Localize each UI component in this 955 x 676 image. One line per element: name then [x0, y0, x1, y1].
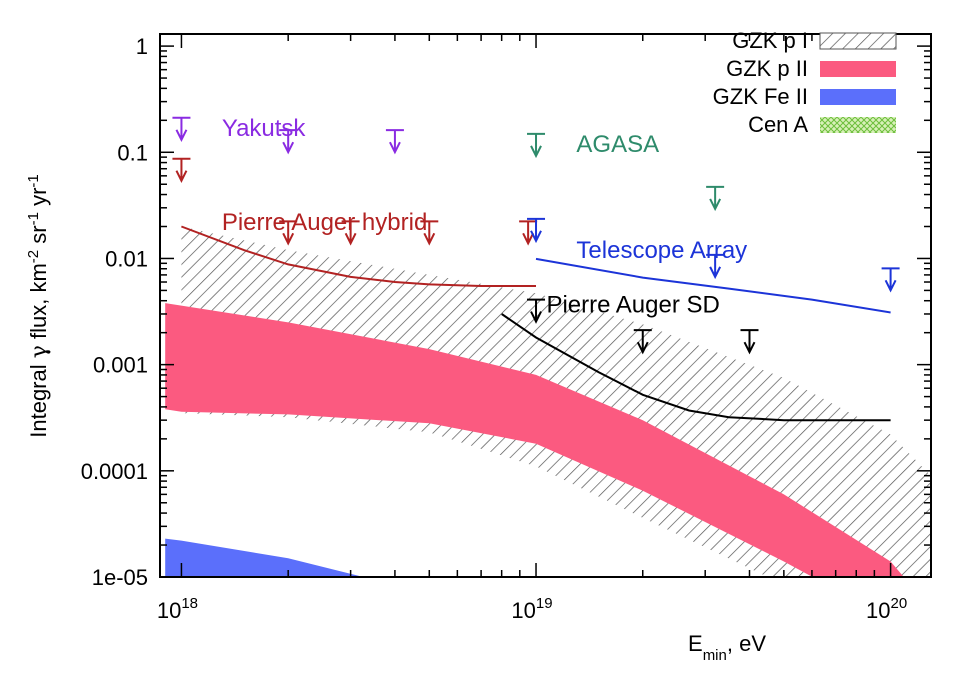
band-cen-a: [165, 609, 395, 676]
upper-limit-yakutsk: [385, 129, 404, 155]
upper-limit-pierre-auger-sd: [740, 329, 759, 355]
plot-frame: [159, 33, 932, 578]
annotation-pierre-auger-sd: Pierre Auger SD: [546, 291, 719, 318]
upper-limit-agasa: [706, 185, 725, 212]
annotation-agasa: AGASA: [576, 131, 659, 158]
upper-limit-pierre-auger-sd: [527, 298, 546, 324]
bands-layer: [165, 226, 931, 676]
line-pierre-auger-sd: [501, 313, 891, 422]
upper-limit-agasa: [527, 132, 546, 159]
lines-layer: [181, 225, 891, 422]
y-tick-label: 1: [136, 34, 148, 59]
upper-limit-pierre-auger-hybrid: [420, 220, 439, 246]
legend-label-cen-a: Cen A: [748, 112, 808, 137]
x-tick-label: 1018: [157, 595, 198, 623]
y-tick-label: 0.0001: [81, 459, 148, 484]
upper-limit-pierre-auger-sd: [633, 329, 652, 355]
band-gzk-p-ii: [165, 303, 904, 577]
upper-limit-pierre-auger-hybrid: [519, 220, 538, 246]
line-telescope-array: [535, 257, 891, 314]
y-tick-label: 0.01: [105, 246, 148, 271]
legend-label-gzk-p-i: GZK p I: [732, 28, 808, 53]
y-tick-label: 1e-05: [92, 565, 148, 590]
upper-limits-layer: [172, 116, 900, 355]
upper-limit-telescope-array: [881, 267, 900, 293]
band-gzk-fe-ii: [165, 538, 364, 577]
upper-limit-yakutsk: [279, 129, 298, 155]
legend: GZK p I GZK p II GZK Fe II Cen A: [713, 28, 897, 137]
x-tick-label: 1019: [511, 595, 552, 623]
upper-limit-pierre-auger-hybrid: [341, 220, 360, 246]
legend-swatch-gzk-fe-ii: [820, 89, 896, 105]
axis-ticks: 1 0.1 0.01 0.001 0.0001 1e-05 1018 1019 1020: [81, 34, 931, 623]
upper-limit-pierre-auger-hybrid: [279, 220, 298, 246]
legend-label-gzk-p-ii: GZK p II: [726, 56, 808, 81]
annotation-yakutsk: Yakutsk: [222, 115, 307, 142]
legend-swatch-gzk-p-ii: [820, 61, 896, 77]
upper-limit-yakutsk-low: [172, 157, 191, 183]
annotation-pierre-auger-hybrid: Pierre Auger hybrid: [222, 209, 427, 236]
upper-limit-telescope-array: [706, 253, 725, 280]
y-tick-label: 0.001: [93, 353, 148, 378]
x-tick-label: 1020: [866, 595, 907, 623]
upper-limit-telescope-array: [527, 217, 546, 244]
legend-swatch-gzk-p-i: [819, 32, 897, 50]
y-axis-title: Integral γ flux, km-2 sr-1 yr-1: [25, 174, 53, 438]
legend-swatch-cen-a: [820, 117, 896, 133]
annotations-layer: Yakutsk AGASA Pierre Auger hybrid Telescope…: [222, 115, 747, 318]
annotation-telescope-array: Telescope Array: [576, 237, 747, 264]
upper-limit-yakutsk: [172, 116, 191, 143]
line-pierre-auger-hybrid: [181, 225, 536, 287]
x-axis-title: Emin, eV: [688, 631, 766, 664]
y-tick-label: 0.1: [117, 140, 148, 165]
legend-label-gzk-fe-ii: GZK Fe II: [713, 84, 808, 109]
